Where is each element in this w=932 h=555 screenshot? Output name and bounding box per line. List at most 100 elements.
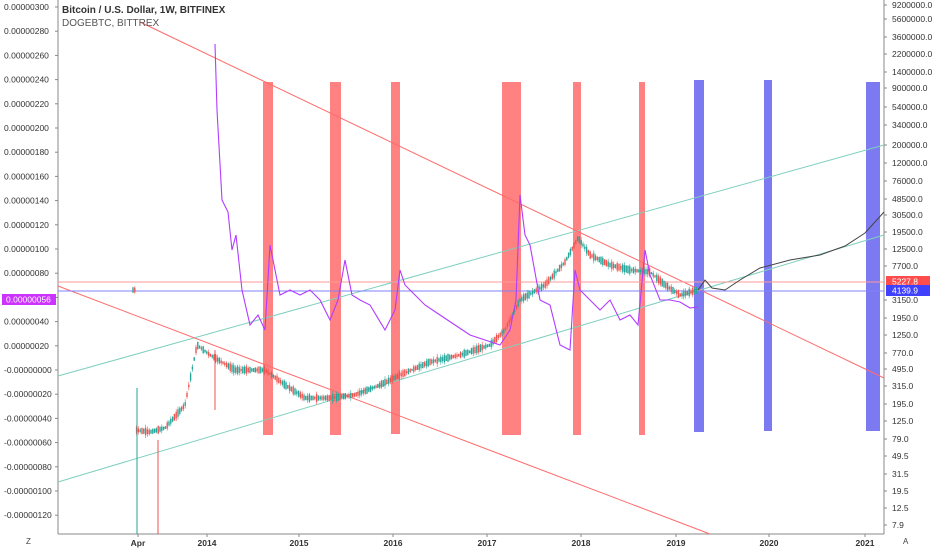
price-label-blue-bg bbox=[886, 285, 930, 296]
candle-body bbox=[461, 352, 464, 356]
candle-body bbox=[544, 281, 546, 288]
candle-body bbox=[414, 366, 417, 371]
left-axis-tick-label: -0.00000000 bbox=[4, 365, 52, 375]
candle-body bbox=[636, 269, 638, 273]
candle-body bbox=[405, 371, 408, 374]
auto-scale-toggle-right[interactable]: A bbox=[903, 537, 909, 546]
legend-main-series[interactable]: Bitcoin / U.S. Dollar, 1W, BITFINEX bbox=[62, 5, 226, 16]
candle-body bbox=[686, 290, 689, 296]
candle-body bbox=[692, 287, 694, 296]
candle-body bbox=[580, 240, 582, 245]
candle-body bbox=[314, 396, 316, 400]
candle-body bbox=[522, 294, 525, 302]
x-axis-tick-label: 2017 bbox=[478, 538, 497, 548]
candle-body bbox=[661, 278, 663, 287]
x-axis-tick-label: 2018 bbox=[572, 538, 591, 548]
candle-body bbox=[224, 362, 226, 365]
candle-body bbox=[353, 393, 356, 397]
candle-body bbox=[404, 369, 406, 377]
candle-body bbox=[256, 368, 258, 372]
left-axis-tick-label: 0.00000120 bbox=[4, 220, 49, 230]
right-axis-tick-label: 19500.0 bbox=[892, 227, 923, 237]
candle-body bbox=[157, 426, 159, 434]
candle-body bbox=[679, 293, 681, 297]
candle-body bbox=[254, 367, 257, 373]
candle-body bbox=[549, 276, 552, 281]
right-axis-tick-label: 76000.0 bbox=[892, 176, 923, 186]
right-axis-tick-label: 12.5 bbox=[892, 503, 909, 513]
candle-body bbox=[683, 291, 685, 297]
candle-body bbox=[589, 251, 591, 259]
left-axis-tick-label: 0.00000140 bbox=[4, 196, 49, 206]
candle-body bbox=[245, 366, 248, 374]
candle-body bbox=[558, 264, 561, 272]
candle-body bbox=[447, 353, 449, 362]
candle-body bbox=[690, 290, 692, 294]
candle-body bbox=[409, 369, 411, 373]
right-axis-tick-label: 48500.0 bbox=[892, 194, 923, 204]
left-axis-tick-label: 0.00000200 bbox=[4, 123, 49, 133]
candle-body bbox=[389, 377, 392, 382]
candle-body bbox=[465, 350, 467, 356]
candle-body bbox=[416, 364, 419, 370]
candle-body bbox=[420, 363, 422, 368]
candle-body bbox=[456, 354, 458, 358]
candle-body bbox=[186, 392, 188, 398]
candle-body bbox=[137, 428, 140, 433]
log-scale-toggle-left[interactable]: Z bbox=[26, 537, 31, 546]
candle-body bbox=[180, 406, 183, 411]
candle-body bbox=[227, 363, 230, 369]
candle-body bbox=[162, 426, 165, 430]
red-highlight-band bbox=[639, 82, 645, 435]
candle-body bbox=[598, 257, 600, 263]
candle-body bbox=[429, 358, 431, 366]
candle-body bbox=[400, 372, 402, 377]
candle-body bbox=[573, 242, 575, 249]
candle-body bbox=[494, 337, 496, 344]
candle-body bbox=[479, 344, 482, 353]
candle-body bbox=[663, 280, 665, 288]
candle-body bbox=[677, 290, 680, 298]
candle-body bbox=[359, 390, 361, 396]
red-highlight-band bbox=[391, 82, 400, 434]
candle-body bbox=[382, 380, 384, 387]
candle-body bbox=[638, 269, 640, 272]
candle-body bbox=[321, 396, 323, 400]
red-highlight-band bbox=[502, 82, 521, 435]
red-highlight-band bbox=[573, 82, 581, 435]
candle-body bbox=[175, 411, 177, 419]
candle-body bbox=[459, 352, 462, 358]
right-axis-tick-label: 900000.0 bbox=[892, 83, 928, 93]
candle-body bbox=[299, 392, 302, 398]
candle-body bbox=[450, 354, 453, 360]
legend-overlay-series[interactable]: DOGEBTC, BITTREX bbox=[62, 18, 160, 29]
candle-body bbox=[294, 388, 296, 395]
candle-body bbox=[269, 372, 271, 375]
candle-body bbox=[279, 380, 282, 384]
candle-body bbox=[413, 366, 415, 372]
candle-body bbox=[594, 255, 597, 261]
blue-highlight-band bbox=[694, 80, 704, 432]
candle-body bbox=[659, 277, 662, 285]
candle-body bbox=[369, 385, 372, 392]
candle-body bbox=[355, 392, 357, 397]
candle-body bbox=[148, 429, 150, 435]
left-axis-tick-label: 0.00000300 bbox=[4, 2, 49, 12]
candle-body bbox=[134, 287, 136, 293]
candle-body bbox=[476, 345, 478, 354]
left-axis-tick-label: -0.00000040 bbox=[4, 413, 52, 423]
candle-body bbox=[398, 371, 401, 380]
candle-body bbox=[229, 363, 231, 371]
candle-body bbox=[684, 290, 687, 296]
candle-body bbox=[267, 370, 269, 375]
candle-body bbox=[468, 350, 471, 353]
candle-body bbox=[513, 309, 516, 313]
candle-body bbox=[591, 254, 593, 258]
candle-body bbox=[222, 361, 224, 365]
candle-body bbox=[261, 368, 264, 372]
candle-body bbox=[198, 345, 201, 349]
candle-body bbox=[607, 261, 609, 267]
candle-body bbox=[665, 282, 667, 289]
candle-body bbox=[503, 329, 505, 334]
